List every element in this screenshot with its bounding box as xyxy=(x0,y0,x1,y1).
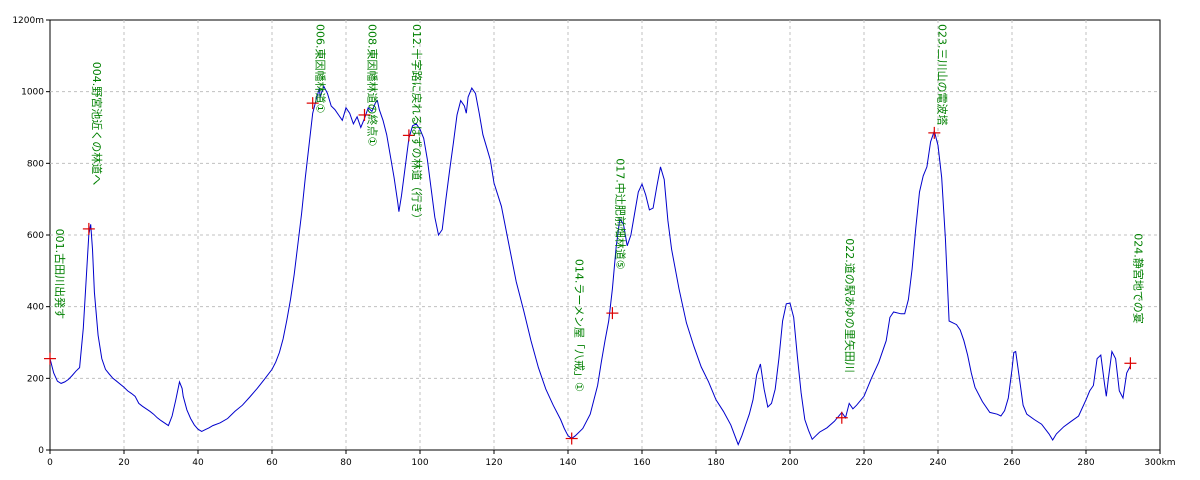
waypoint-label: 022.道の駅あゆの里矢田川 xyxy=(843,238,857,373)
x-tick-label: 240 xyxy=(929,458,946,468)
elevation-line xyxy=(49,85,1131,446)
x-tick-label: 280 xyxy=(1077,458,1094,468)
x-tick-label: 180 xyxy=(707,458,724,468)
waypoint-label: 014.ラーメン屋「八戒」① xyxy=(573,259,586,392)
waypoint-marker xyxy=(44,352,56,365)
y-tick-label: 600 xyxy=(27,231,44,241)
x-tick-label: 40 xyxy=(192,458,204,468)
waypoint-marker xyxy=(565,432,578,445)
x-tick-label: 60 xyxy=(266,458,278,468)
y-tick-label: 1200m xyxy=(12,16,44,26)
x-tick-label: 120 xyxy=(485,458,502,468)
grid-lines xyxy=(50,20,1160,450)
x-tick-label: 300km xyxy=(1144,458,1175,468)
waypoint-label: 004.野宮池近くの林道へ xyxy=(90,62,104,186)
x-tick-label: 140 xyxy=(559,458,576,468)
x-tick-label: 100 xyxy=(411,458,428,468)
waypoint-label: 023.三川山の電波塔 xyxy=(935,24,948,126)
x-tick-label: 200 xyxy=(781,458,798,468)
waypoint-marker xyxy=(358,108,371,121)
y-tick-label: 200 xyxy=(27,374,44,384)
y-tick-label: 800 xyxy=(27,159,44,169)
waypoint-label: 024.静宮地での宴 xyxy=(1131,233,1145,323)
waypoint-label: 017.中辻肥前畑林道⑤ xyxy=(613,158,627,269)
waypoint-label: 012.十字路に戻れるはずの林道（行き） xyxy=(410,24,424,225)
waypoint-label: 001.古田川出発す xyxy=(53,229,67,320)
waypoint-labels: 001.古田川出発す 004.野宮池近くの林道へ 006.東因幡林道① 008.東因幡… xyxy=(53,24,1145,392)
x-tick-label: 0 xyxy=(47,458,53,468)
waypoint-marker xyxy=(82,222,95,235)
waypoint-marker xyxy=(402,129,415,142)
waypoint-label: 006.東因幡林道① xyxy=(314,24,328,113)
y-axis-ticks: 0 200 400 600 800 1000 1200m xyxy=(12,16,50,456)
waypoint-marker xyxy=(606,307,619,320)
waypoint-markers xyxy=(44,97,1137,445)
waypoint-marker xyxy=(306,97,319,110)
y-tick-label: 400 xyxy=(27,303,44,313)
y-tick-label: 1000 xyxy=(21,88,44,98)
x-tick-label: 160 xyxy=(633,458,650,468)
x-tick-label: 260 xyxy=(1003,458,1020,468)
x-tick-label: 20 xyxy=(118,458,130,468)
waypoint-marker xyxy=(835,411,848,424)
waypoint-label: 008.東因幡林道の終点① xyxy=(366,24,380,146)
x-axis-ticks: 0 20 40 60 80 100 120 140 160 180 200 220 240 260 280 3… xyxy=(47,450,1176,468)
x-tick-label: 220 xyxy=(855,458,872,468)
waypoint-marker xyxy=(1124,357,1137,370)
x-tick-label: 80 xyxy=(340,458,352,468)
y-tick-label: 0 xyxy=(38,446,44,456)
waypoint-marker xyxy=(928,126,941,139)
